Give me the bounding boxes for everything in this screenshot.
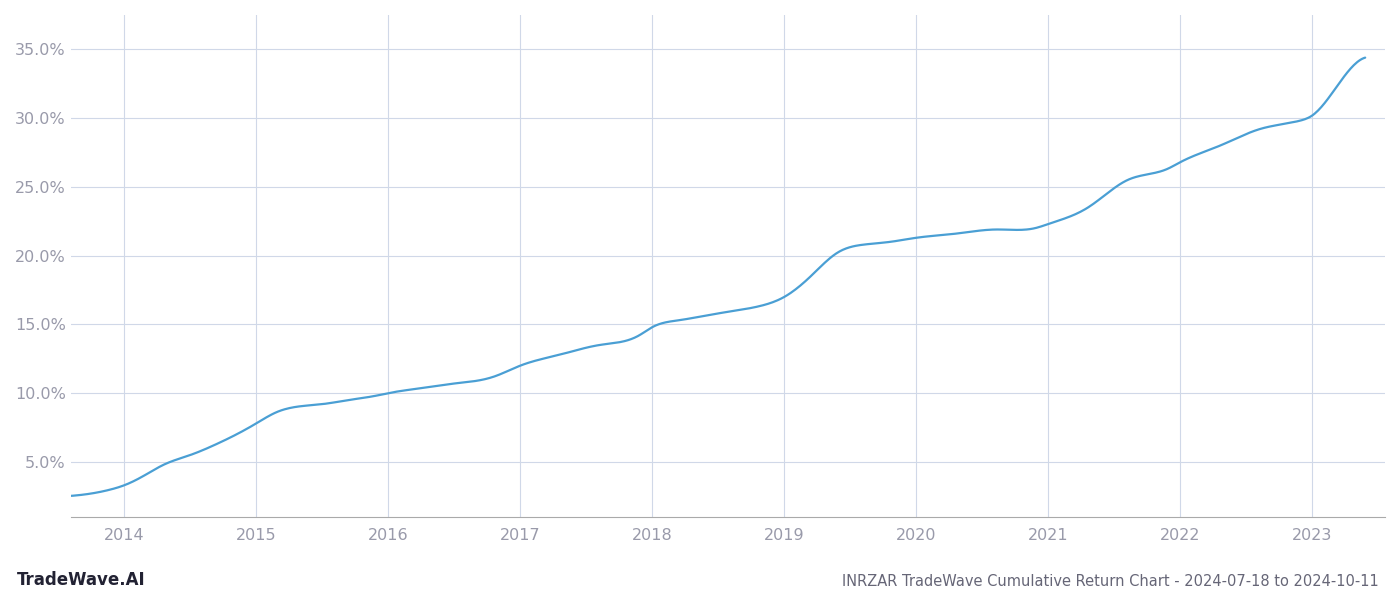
Text: TradeWave.AI: TradeWave.AI [17,571,146,589]
Text: INRZAR TradeWave Cumulative Return Chart - 2024-07-18 to 2024-10-11: INRZAR TradeWave Cumulative Return Chart… [843,574,1379,589]
